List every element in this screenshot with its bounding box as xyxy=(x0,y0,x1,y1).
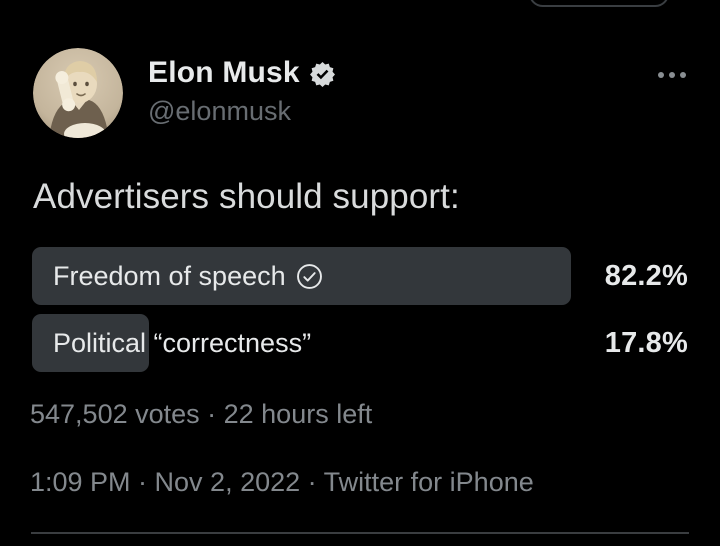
poll-percent: 17.8% xyxy=(604,326,688,359)
more-horizontal-icon xyxy=(680,72,686,78)
user-block: Elon Musk @elonmusk xyxy=(148,57,336,126)
poll-option-label-row: Freedom of speech xyxy=(53,247,323,305)
poll-option-label: Freedom of speech xyxy=(53,260,286,291)
avatar-image xyxy=(33,48,123,138)
verified-badge-icon xyxy=(309,61,335,87)
more-horizontal-icon xyxy=(658,72,664,78)
timestamp: 1:09 PM · Nov 2, 2022 · Twitter for iPho… xyxy=(30,467,534,497)
user-handle[interactable]: @elonmusk xyxy=(148,96,291,126)
user-name-row[interactable]: Elon Musk xyxy=(148,57,336,89)
display-name: Elon Musk xyxy=(148,56,300,89)
poll-option-label-row: Political “correctness” xyxy=(53,314,311,372)
poll: Freedom of speech 82.2% Political “corre… xyxy=(32,247,688,381)
avatar[interactable] xyxy=(33,48,123,138)
vote-check-icon xyxy=(296,264,322,289)
tweet-text: Advertisers should support: xyxy=(33,177,460,216)
poll-percent: 82.2% xyxy=(604,259,688,292)
cutoff-pill-button[interactable] xyxy=(529,0,669,7)
more-menu-button[interactable] xyxy=(648,61,696,89)
poll-option-label: Political “correctness” xyxy=(53,327,312,358)
more-horizontal-icon xyxy=(669,72,675,78)
poll-option-row: Freedom of speech 82.2% xyxy=(32,247,688,305)
poll-meta: 547,502 votes · 22 hours left xyxy=(30,399,373,429)
poll-option-row: Political “correctness” 17.8% xyxy=(32,314,688,372)
divider xyxy=(31,532,689,534)
poll-result-bar xyxy=(32,247,572,305)
poll-result-bar xyxy=(32,314,149,372)
